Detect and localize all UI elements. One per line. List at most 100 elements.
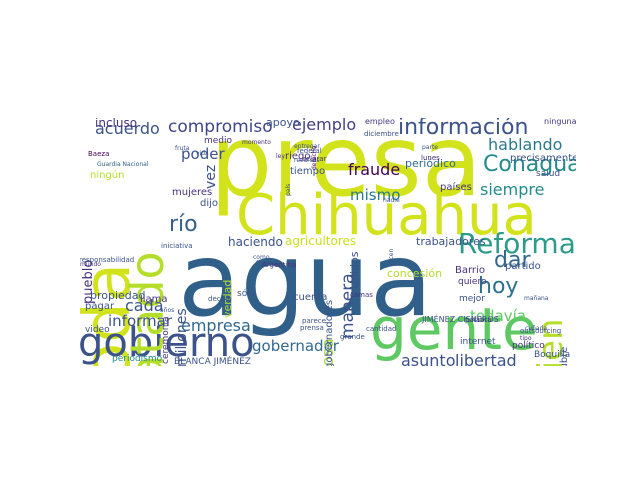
cloud-word: cuñada bbox=[525, 325, 548, 332]
cloud-word: agua bbox=[178, 221, 433, 340]
cloud-word: compromiso bbox=[168, 118, 273, 137]
cloud-word: fruta bbox=[175, 145, 190, 152]
cloud-word: llama bbox=[140, 294, 168, 305]
cloud-word: entregar bbox=[294, 143, 320, 150]
cloud-word: responsabilidad bbox=[80, 256, 135, 264]
cloud-word: Argentina bbox=[262, 261, 297, 269]
cloud-word: nadie bbox=[383, 197, 400, 204]
cloud-word: medio bbox=[204, 136, 233, 146]
cloud-word: quiero bbox=[458, 277, 487, 287]
cloud-word: poder bbox=[181, 145, 225, 163]
cloud-word: derecho bbox=[311, 145, 318, 170]
cloud-word: trabajadores bbox=[416, 235, 486, 248]
cloud-word: informar bbox=[108, 312, 173, 330]
cloud-word: grande bbox=[340, 333, 365, 341]
cloud-word: diciembre bbox=[364, 130, 399, 138]
cloud-word: incluso bbox=[95, 118, 138, 130]
cloud-word: años bbox=[160, 307, 175, 314]
cloud-word: apoyo bbox=[266, 118, 300, 129]
cloud-word: internet bbox=[460, 337, 496, 347]
cloud-word: país bbox=[285, 183, 292, 196]
cloud-word: propiedad bbox=[90, 289, 146, 302]
cloud-word: cantidad bbox=[366, 325, 397, 333]
cloud-word: vida bbox=[196, 150, 209, 157]
cloud-word: Baeza bbox=[88, 150, 110, 158]
cloud-word: empleo bbox=[365, 118, 395, 126]
cloud-word: países bbox=[440, 182, 472, 193]
cloud-word: ley bbox=[276, 153, 285, 160]
cloud-word: prensa bbox=[300, 324, 324, 332]
cloud-word: dijo bbox=[200, 198, 219, 209]
cloud-word: recursos bbox=[294, 157, 320, 164]
cloud-word: Chihuahua bbox=[236, 183, 537, 248]
cloud-word: gobernadores bbox=[324, 299, 335, 366]
cloud-word: agricultores bbox=[285, 234, 357, 248]
cloud-word: mismo bbox=[350, 186, 401, 204]
cloud-word: mejor bbox=[459, 294, 486, 304]
cloud-word: pagar bbox=[85, 301, 115, 312]
cloud-word: dar bbox=[494, 248, 531, 273]
cloud-word: concesión bbox=[387, 267, 443, 280]
cloud-word: iniciativa bbox=[161, 242, 193, 250]
cloud-word: fecha bbox=[256, 260, 273, 267]
cloud-word: acuerdo bbox=[95, 119, 160, 138]
cloud-word: ejemplo bbox=[292, 118, 357, 134]
cloud-word: riego bbox=[285, 151, 311, 162]
cloud-word: sólo bbox=[237, 289, 256, 299]
cloud-word: JIMÉNEZ CISNEROS bbox=[422, 315, 499, 324]
cloud-word: video bbox=[85, 325, 110, 335]
cloud-word: federal bbox=[297, 147, 322, 155]
cloud-word: mujeres bbox=[172, 187, 213, 198]
cloud-word: Guardia Nacional bbox=[97, 161, 149, 168]
cloud-word: gobernador bbox=[252, 337, 339, 355]
cloud-word: ceremonia bbox=[161, 316, 171, 364]
cloud-word: mañana bbox=[524, 295, 549, 302]
cloud-word: salud bbox=[536, 169, 561, 179]
cloud-word: palabra bbox=[465, 316, 492, 324]
cloud-word: ninguna bbox=[544, 118, 576, 126]
cloud-word: parte bbox=[422, 144, 438, 151]
cloud-word: momento bbox=[242, 139, 271, 146]
cloud-word: siempre bbox=[480, 180, 545, 199]
cloud-word: mundo bbox=[80, 261, 101, 268]
cloud-word: Boquilla bbox=[534, 350, 571, 360]
cloud-word: dicen bbox=[388, 248, 395, 265]
cloud-word: libertad bbox=[455, 351, 517, 367]
cloud-word: gobierno bbox=[80, 320, 255, 366]
cloud-word: Reforma bbox=[458, 227, 576, 260]
cloud-word: lunes bbox=[421, 154, 440, 162]
cloud-word: como bbox=[253, 254, 270, 261]
cloud-word: outsourcing bbox=[520, 327, 562, 335]
cloud-word: empresa bbox=[181, 316, 251, 335]
cloud-word: precisamente bbox=[510, 153, 576, 164]
cloud-word: periódico bbox=[405, 157, 456, 170]
cloud-word: octubre bbox=[559, 346, 570, 366]
cloud-word: cuenta bbox=[293, 292, 328, 303]
cloud-word: Conagua bbox=[483, 152, 576, 177]
cloud-word: todavía bbox=[470, 307, 527, 325]
cloud-word: gente bbox=[370, 295, 538, 363]
cloud-word: aclarar bbox=[302, 155, 327, 163]
cloud-word: tipo bbox=[520, 335, 532, 342]
cloud-word: partido bbox=[505, 261, 541, 272]
cloud-word: hoy bbox=[478, 274, 519, 299]
cloud-word: río bbox=[169, 212, 198, 237]
cloud-word: periodismo bbox=[112, 354, 163, 364]
cloud-word: Unidos bbox=[348, 251, 361, 289]
cloud-word: cada bbox=[125, 296, 164, 315]
cloud-word: hablando bbox=[488, 135, 563, 154]
cloud-word: camas bbox=[350, 291, 373, 299]
cloud-word: Barrio bbox=[455, 265, 485, 276]
cloud-word: haciendo bbox=[228, 235, 283, 249]
cloud-word: BLANCA JIMÉNEZ bbox=[174, 357, 251, 367]
cloud-word: decirle bbox=[208, 295, 232, 303]
cloud-word: vez bbox=[203, 164, 219, 189]
cloud-word: información bbox=[398, 118, 529, 140]
cloud-word: tiempo bbox=[290, 166, 326, 177]
cloud-word: político bbox=[512, 341, 545, 351]
cloud-word: presa bbox=[210, 118, 482, 219]
word-cloud: aguapresaChihuahuatodagentegobiernotrata… bbox=[80, 118, 576, 366]
cloud-word: ningún bbox=[90, 170, 125, 181]
cloud-word: parece bbox=[302, 317, 326, 325]
cloud-word: asunto bbox=[401, 351, 456, 367]
